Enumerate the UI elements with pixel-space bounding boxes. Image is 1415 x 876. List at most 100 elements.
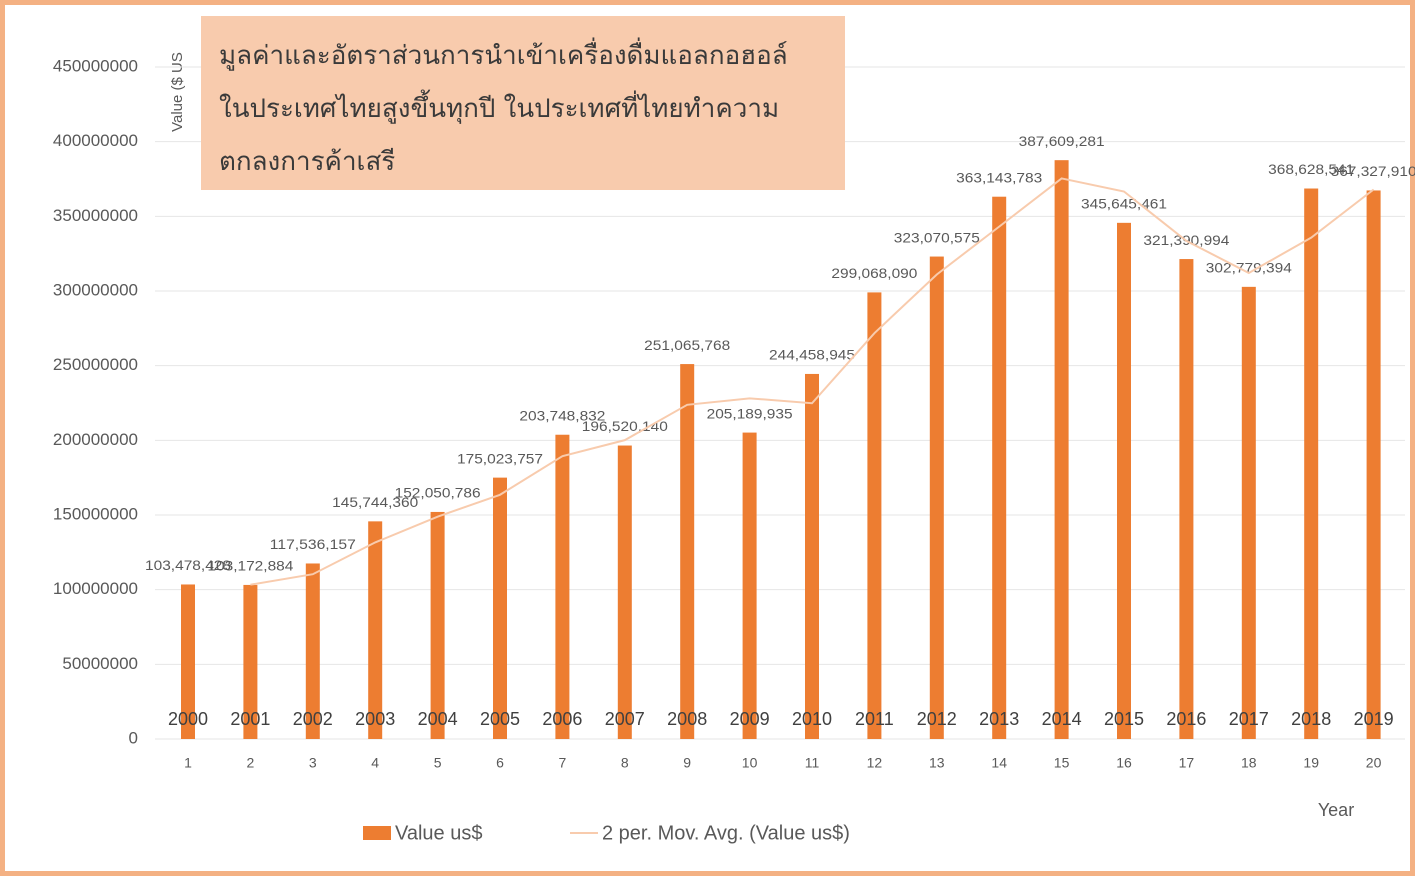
bar-label: 2014: [1042, 709, 1082, 729]
bar: [305, 563, 320, 739]
x-tick-label: 15: [1054, 755, 1070, 771]
data-label: 321,390,994: [1143, 232, 1229, 248]
x-tick-label: 2: [247, 755, 255, 771]
data-label: 103,172,884: [207, 558, 293, 574]
data-label: 323,070,575: [894, 229, 980, 245]
bar-label: 2000: [168, 709, 208, 729]
data-label: 145,744,360: [332, 494, 418, 510]
x-tick-label: 9: [683, 755, 691, 771]
legend-label: 2 per. Mov. Avg. (Value us$): [602, 822, 850, 844]
title-line: มูลค่าและอัตราส่วนการนำเข้าเครื่องดื่มแอ…: [219, 41, 788, 71]
y-tick-label: 250000000: [53, 355, 138, 374]
x-tick-label: 1: [184, 755, 192, 771]
bar: [992, 196, 1007, 740]
y-tick-label: 0: [129, 728, 138, 747]
x-tick-label: 17: [1179, 755, 1195, 771]
bar-label: 2004: [418, 709, 458, 729]
x-tick-label: 12: [867, 755, 883, 771]
data-label: 175,023,757: [457, 450, 543, 466]
bar-label: 2009: [730, 709, 770, 729]
data-label: 299,068,090: [831, 265, 917, 281]
bar-label: 2012: [917, 709, 957, 729]
y-tick-label: 50000000: [62, 654, 138, 673]
x-tick-label: 13: [929, 755, 945, 771]
data-label: 368,628,541: [1268, 161, 1354, 177]
bar-label: 2019: [1354, 709, 1394, 729]
bar: [181, 584, 195, 739]
y-axis-label: Value ($ US: [169, 52, 186, 132]
x-tick-label: 14: [991, 755, 1007, 771]
x-tick-label: 4: [371, 755, 379, 771]
data-label: 387,609,281: [1019, 133, 1105, 149]
bar: [243, 584, 258, 739]
title-box: มูลค่าและอัตราส่วนการนำเข้าเครื่องดื่มแอ…: [201, 16, 845, 190]
x-tick-label: 18: [1241, 755, 1257, 771]
y-tick-label: 350000000: [53, 206, 138, 225]
y-tick-label: 300000000: [53, 280, 138, 299]
bar: [1304, 188, 1319, 739]
bar-label: 2011: [855, 709, 894, 729]
y-tick-label: 450000000: [53, 56, 138, 75]
bar-label: 2002: [293, 709, 333, 729]
bar-label: 2007: [605, 709, 645, 729]
bar-label: 2006: [542, 709, 582, 729]
x-tick-label: 10: [742, 755, 758, 771]
bar-label: 2015: [1104, 709, 1144, 729]
data-label: 103,478,428: [145, 557, 231, 573]
data-label: 302,779,394: [1206, 260, 1292, 276]
data-label: 244,458,945: [769, 347, 855, 363]
bar: [430, 511, 445, 739]
x-tick-label: 16: [1116, 755, 1132, 771]
data-label: 152,050,786: [395, 485, 481, 501]
data-label: 117,536,157: [270, 536, 356, 552]
x-tick-label: 19: [1303, 755, 1319, 771]
bar-label: 2016: [1166, 709, 1206, 729]
bar: [929, 256, 944, 739]
bar: [368, 521, 383, 739]
x-tick-label: 3: [309, 755, 317, 771]
legend-swatch: [363, 826, 391, 840]
x-tick-label: 11: [805, 755, 820, 771]
data-label: 363,143,783: [956, 169, 1042, 185]
moving-average-line: [250, 177, 1375, 586]
x-tick-label: 8: [621, 755, 629, 771]
data-label: 345,645,461: [1081, 196, 1167, 212]
bar-label: 2018: [1291, 709, 1331, 729]
bar: [493, 477, 507, 739]
y-tick-label: 100000000: [53, 579, 138, 598]
x-tick-label: 6: [496, 755, 504, 771]
bar: [617, 445, 632, 739]
bar: [1117, 222, 1131, 739]
bar: [680, 364, 695, 739]
y-tick-label: 200000000: [53, 430, 138, 449]
title-line: ตกลงการค้าเสรี: [219, 147, 396, 177]
bar-label: 2010: [792, 709, 832, 729]
data-label: 251,065,768: [644, 337, 730, 353]
bar-label: 2008: [667, 709, 707, 729]
x-tick-label: 7: [559, 755, 567, 771]
bar: [867, 292, 882, 739]
bar-label: 2017: [1229, 709, 1269, 729]
x-tick-label: 20: [1366, 755, 1382, 771]
y-tick-label: 400000000: [53, 131, 138, 150]
x-axis-label: Year: [1318, 800, 1354, 820]
bar-label: 2003: [355, 709, 395, 729]
data-label: 196,520,140: [582, 418, 668, 434]
bar: [1241, 286, 1256, 739]
x-tick-label: 5: [434, 755, 442, 771]
data-label: 367,327,910: [1331, 163, 1415, 179]
bar-label: 2005: [480, 709, 520, 729]
bar: [1179, 259, 1194, 739]
y-tick-label: 150000000: [53, 504, 138, 523]
bar: [1054, 160, 1069, 739]
data-label: 203,748,832: [519, 407, 605, 423]
bar: [805, 373, 819, 739]
bar-label: 2013: [979, 709, 1019, 729]
bar-label: 2001: [230, 709, 270, 729]
bar: [555, 434, 570, 739]
legend-label: Value us$: [395, 822, 482, 844]
data-label: 205,189,935: [707, 405, 793, 421]
title-line: ในประเทศไทยสูงขึ้นทุกปี ในประเทศที่ไทยทำ…: [219, 94, 780, 124]
